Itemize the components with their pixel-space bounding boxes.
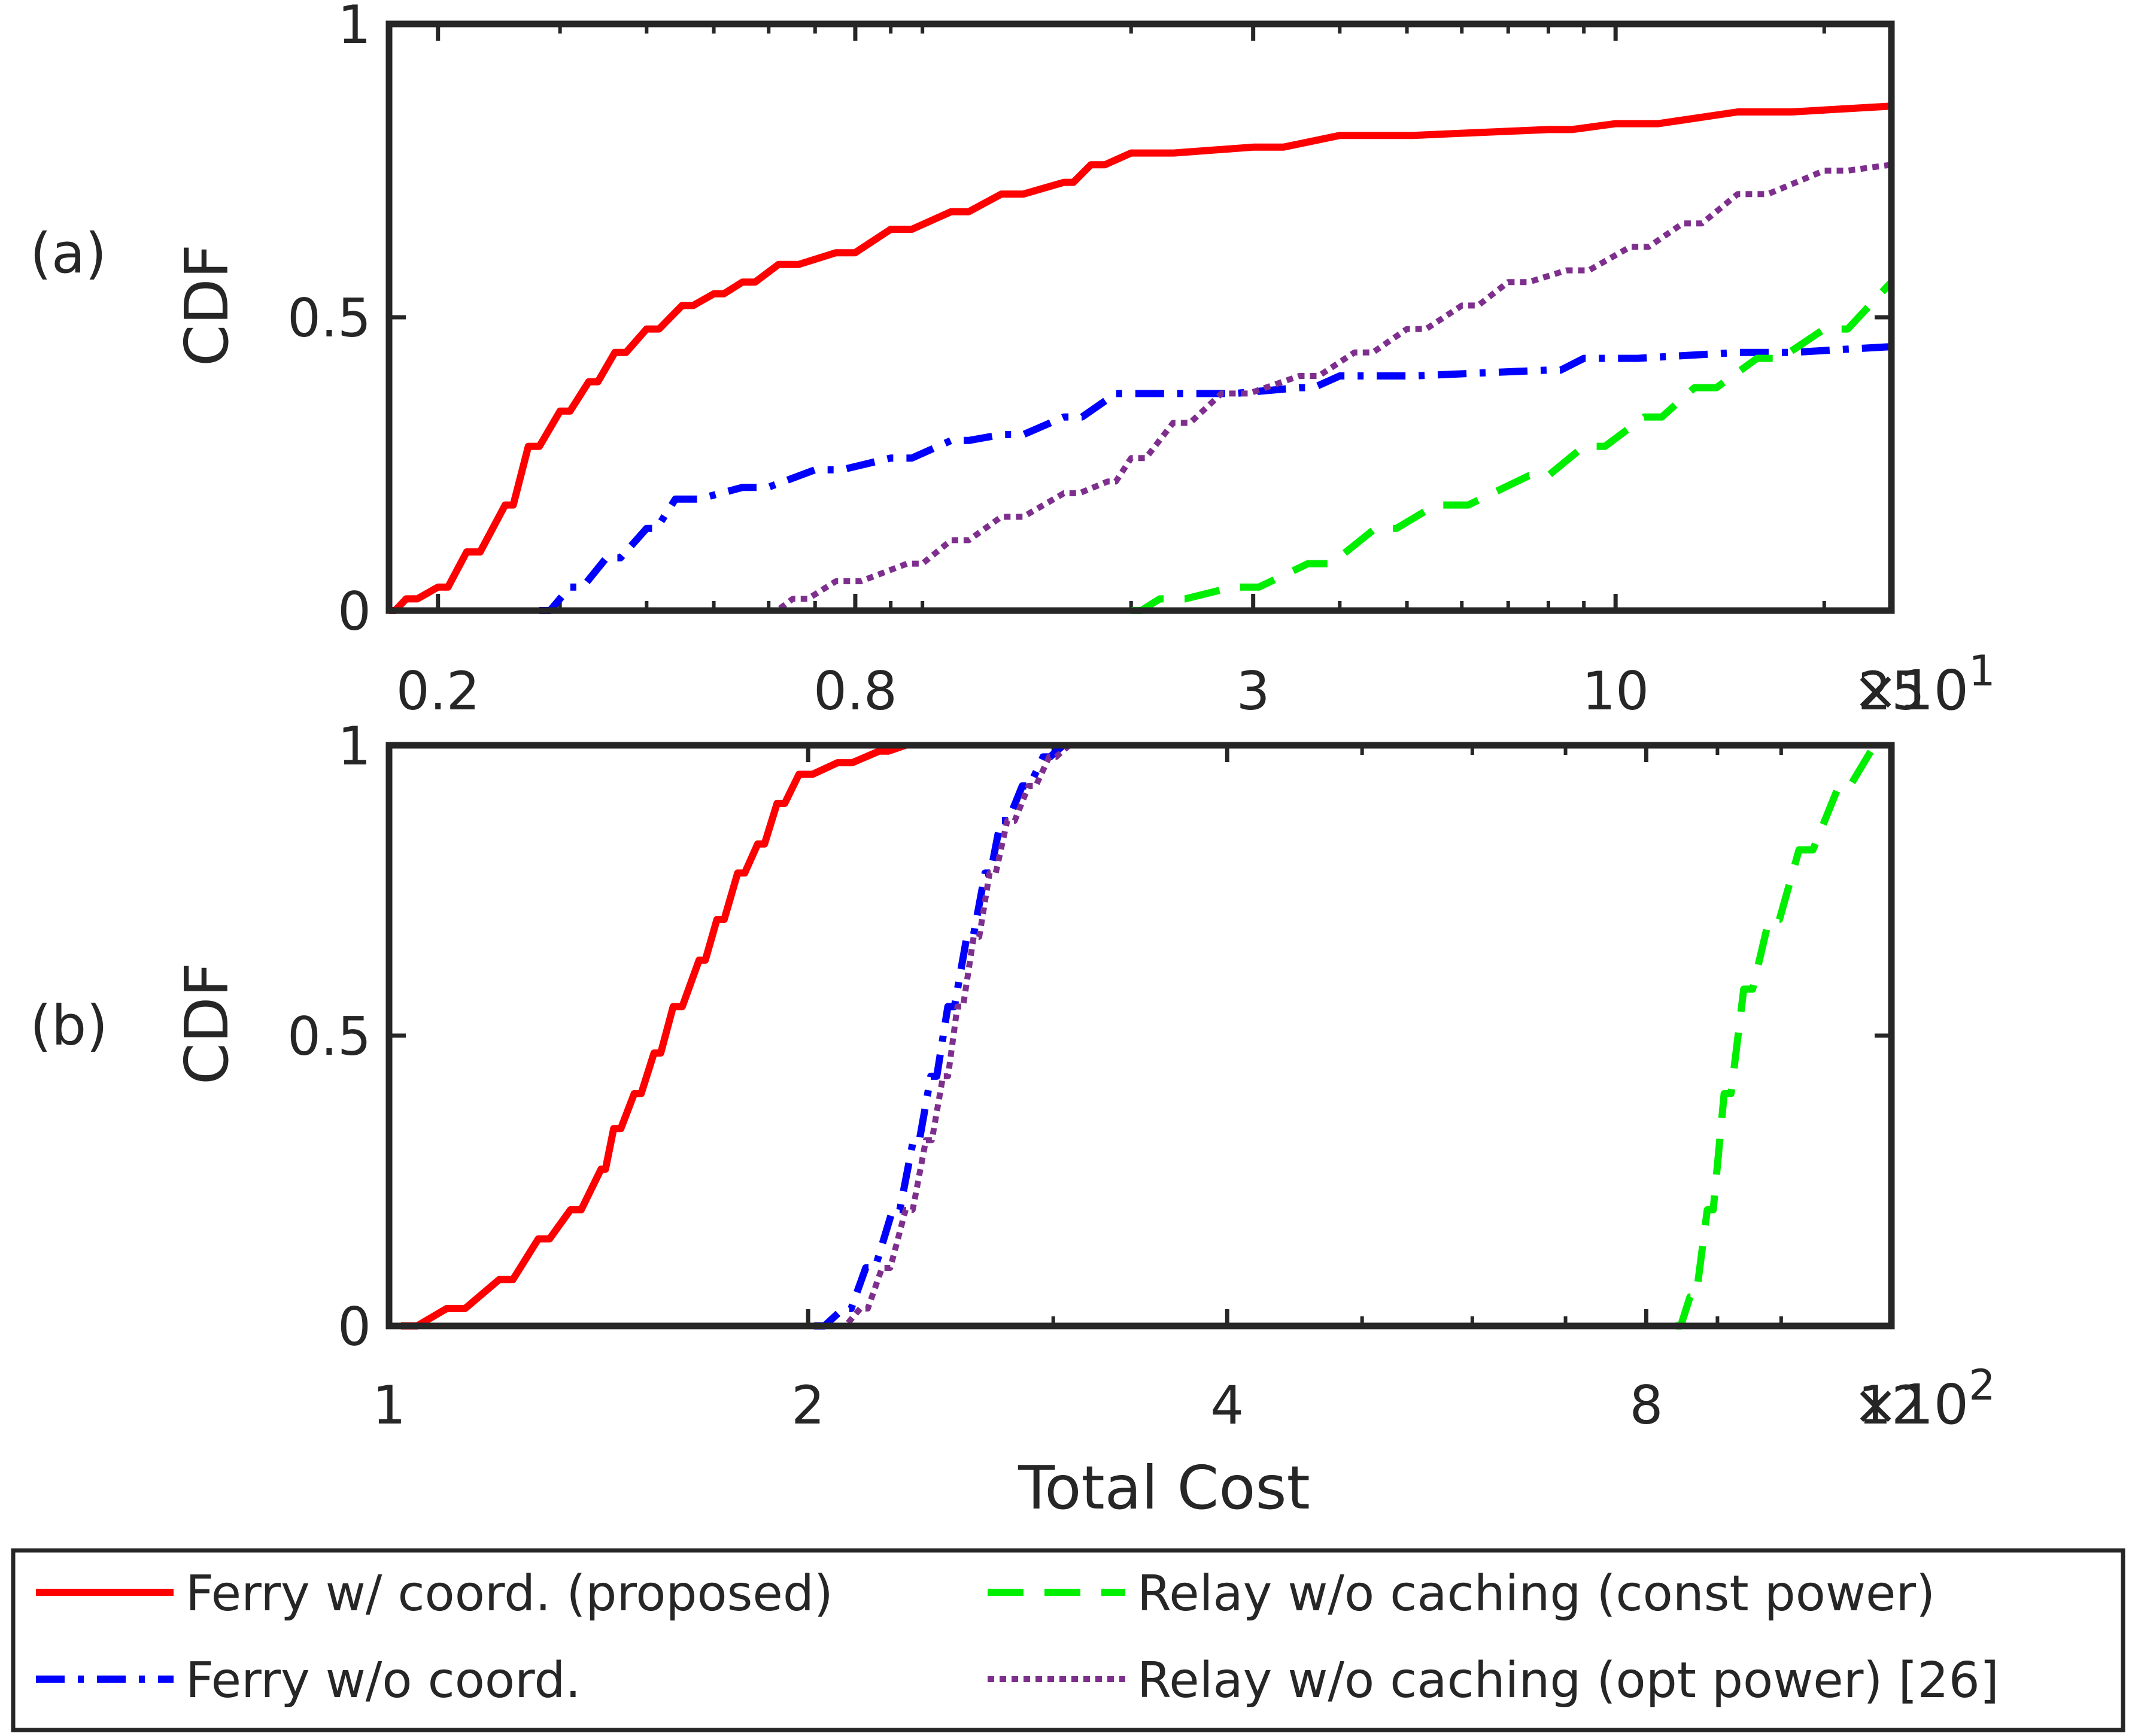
legend: Ferry w/ coord. (proposed) Relay w/o cach…	[11, 1548, 2125, 1732]
panel-a-ylabel: CDF	[172, 244, 242, 366]
x-tick-label: 1	[372, 1374, 406, 1436]
legend-label: Relay w/o caching (opt power) [26]	[1137, 1652, 1999, 1709]
panel-b-xlabel: Total Cost	[1018, 1453, 1310, 1523]
panel-a-label: (a)	[30, 221, 107, 286]
panel-b-ylabel: CDF	[172, 963, 242, 1085]
series-line-b-1	[814, 742, 1066, 1330]
x-tick-label: 0.2	[396, 660, 480, 722]
x-tick-label: 4	[1210, 1374, 1244, 1436]
x-tick-label: 8	[1629, 1374, 1663, 1436]
y-tick-label: 0.5	[287, 1006, 371, 1067]
x-tick-label: 3	[1237, 660, 1270, 722]
y-tick-label: 0.5	[287, 287, 371, 349]
series-line-a-0	[389, 102, 1892, 614]
y-tick-label: 1	[338, 0, 371, 56]
x-tick-label: 0.8	[813, 660, 897, 722]
panel-b-axes-box	[385, 742, 1895, 1330]
series-line-a-2	[1131, 280, 1894, 614]
series-line-b-2	[1675, 749, 1874, 1330]
panel-b-x-multiplier: ×102	[1852, 1361, 1996, 1437]
panel-b-label: (b)	[30, 994, 108, 1058]
y-tick-label: 0	[338, 581, 371, 642]
x-tick-label: 25	[1858, 660, 1925, 722]
series-line-a-1	[539, 343, 1892, 614]
legend-label: Ferry w/o coord.	[186, 1652, 581, 1709]
panel-a-axes-box	[385, 20, 1895, 614]
panel-a-multiplier-exp: 1	[1969, 647, 1996, 696]
legend-label: Relay w/o caching (const power)	[1137, 1565, 1935, 1622]
panel-b-multiplier-exp: 2	[1969, 1361, 1996, 1410]
series-line-a-3	[769, 162, 1892, 614]
series-line-b-0	[401, 742, 907, 1330]
x-tick-label: 2	[791, 1374, 825, 1436]
y-tick-label: 1	[338, 715, 371, 777]
panel-a-multiplier-base: ×10	[1852, 658, 1969, 723]
y-tick-label: 0	[338, 1296, 371, 1358]
series-line-b-3	[837, 743, 1071, 1329]
x-tick-label: 10	[1582, 660, 1649, 722]
panel-b-multiplier-base: ×10	[1852, 1373, 1969, 1437]
legend-box	[11, 1548, 2125, 1732]
panel-a-x-multiplier: ×101	[1852, 647, 1996, 723]
legend-label: Ferry w/ coord. (proposed)	[186, 1565, 833, 1622]
x-tick-label: 12	[1858, 1374, 1925, 1436]
